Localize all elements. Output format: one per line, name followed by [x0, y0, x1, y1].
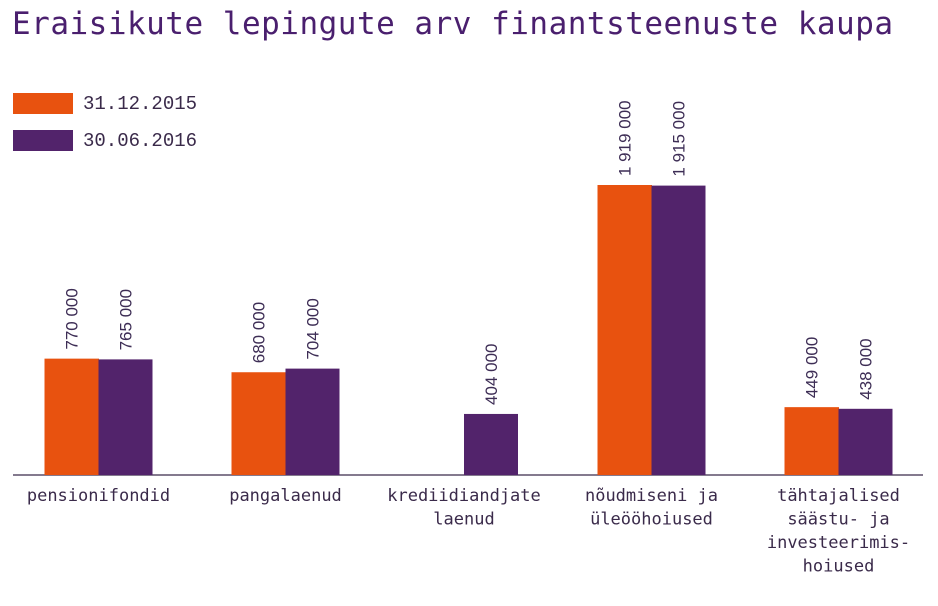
bar-2-4 — [651, 185, 706, 475]
value-label-2-2: 704 000 — [304, 298, 323, 359]
legend-item-series-1: 31.12.2015 — [13, 85, 197, 122]
category-label-5: säästu- ja — [787, 510, 889, 530]
value-label-1-4: 1 919 000 — [616, 100, 635, 176]
category-label-3: krediidiandjate — [387, 486, 541, 506]
legend-label-series-1: 31.12.2015 — [83, 92, 198, 115]
legend-label-series-2: 30.06.2016 — [83, 129, 198, 152]
value-label-2-1: 765 000 — [117, 289, 136, 350]
category-label-1: pensionifondid — [27, 486, 170, 506]
bar-2-2 — [285, 368, 340, 475]
category-label-4: üleööhoiused — [590, 510, 713, 530]
category-label-2: pangalaenud — [229, 486, 342, 506]
category-labels-group: pensionifondid pangalaenud krediidiandjate… — [27, 486, 910, 577]
value-label-2-5: 438 000 — [857, 338, 876, 399]
legend: 31.12.2015 30.06.2016 — [13, 85, 197, 159]
legend-swatch-series-2 — [13, 130, 73, 151]
bar-1-1 — [44, 358, 99, 475]
legend-swatch-series-1 — [13, 93, 73, 114]
category-label-5: tähtajalised — [777, 486, 900, 506]
bar-2-1 — [98, 359, 153, 475]
value-label-1-2: 680 000 — [250, 302, 269, 363]
value-label-2-3: 404 000 — [482, 343, 501, 404]
legend-item-series-2: 30.06.2016 — [13, 122, 197, 159]
bars-group — [44, 185, 893, 475]
bar-1-2 — [231, 372, 286, 475]
value-label-1-5: 449 000 — [803, 337, 822, 398]
category-label-4: nõudmiseni ja — [585, 486, 718, 506]
chart-title: Eraisikute lepingute arv finantsteenuste… — [12, 6, 894, 42]
value-label-2-4: 1 915 000 — [670, 101, 689, 177]
value-labels-group: 770 000 765 000 680 000 704 000 404 000 1 919… — [63, 100, 876, 405]
bar-2-3 — [464, 413, 518, 475]
value-label-1-1: 770 000 — [63, 288, 82, 349]
bar-2-5 — [838, 408, 893, 475]
bar-1-4 — [597, 185, 652, 475]
bar-1-5 — [784, 407, 839, 475]
category-label-5: investeerimis- — [767, 533, 910, 553]
category-label-5: hoiused — [803, 557, 875, 577]
category-label-3: laenud — [433, 510, 494, 530]
